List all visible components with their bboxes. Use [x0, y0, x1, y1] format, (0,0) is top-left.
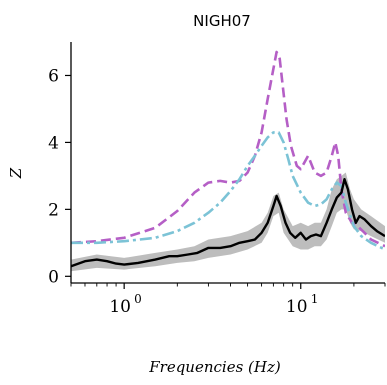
y-axis-ticks: 0 2 4 6 [48, 66, 71, 287]
x-tick-label: 10 [109, 297, 131, 317]
y-tick-label: 0 [48, 267, 59, 287]
x-tick-label: 10 [286, 297, 308, 317]
y-axis-label: Z [7, 167, 25, 179]
series-layer [71, 50, 385, 268]
x-tick-exponent: 0 [134, 292, 142, 306]
x-tick-exponent: 1 [311, 292, 319, 306]
x-axis-label: Frequencies (Hz) [148, 358, 281, 376]
series-line-solid [71, 177, 385, 268]
x-axis-ticks: 10 0 10 1 [70, 283, 386, 317]
y-tick-label: 6 [48, 66, 59, 86]
confidence-band [71, 172, 385, 272]
chart-title: NIGH07 [193, 12, 251, 30]
series-line-dashed [71, 50, 385, 248]
plot-area [71, 50, 385, 272]
y-tick-label: 2 [48, 200, 59, 220]
series-line-dashdot [71, 131, 385, 251]
confidence-band-layer [71, 172, 385, 272]
y-tick-label: 4 [48, 133, 59, 153]
